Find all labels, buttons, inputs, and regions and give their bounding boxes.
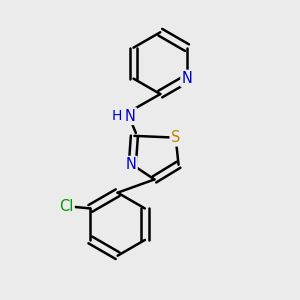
Text: N: N — [182, 71, 193, 86]
Text: Cl: Cl — [59, 200, 74, 214]
Text: N: N — [125, 157, 136, 172]
Text: H: H — [112, 109, 122, 123]
Text: S: S — [171, 130, 180, 145]
Text: N: N — [125, 109, 136, 124]
